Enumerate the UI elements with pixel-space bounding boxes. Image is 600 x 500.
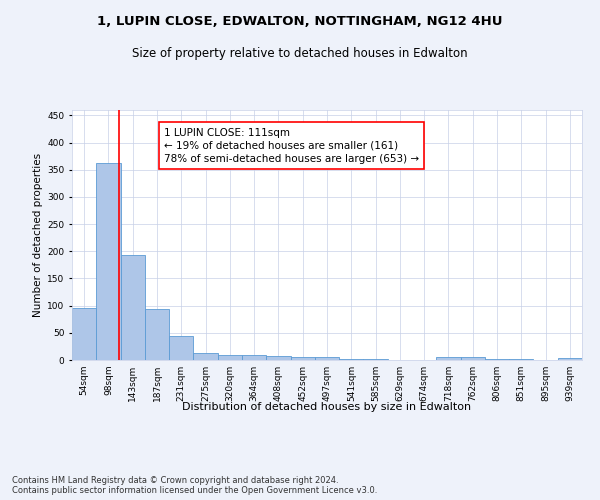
Text: Size of property relative to detached houses in Edwalton: Size of property relative to detached ho… (132, 48, 468, 60)
Bar (266, 356, 290, 360)
Bar (96, 164, 121, 360)
Bar (339, 359, 364, 360)
Bar (193, 353, 218, 360)
Bar (121, 255, 145, 360)
Bar (290, 356, 315, 360)
Y-axis label: Number of detached properties: Number of detached properties (33, 153, 43, 317)
Bar (461, 358, 485, 360)
Text: 1, LUPIN CLOSE, EDWALTON, NOTTINGHAM, NG12 4HU: 1, LUPIN CLOSE, EDWALTON, NOTTINGHAM, NG… (97, 15, 503, 28)
Text: 1 LUPIN CLOSE: 111sqm
← 19% of detached houses are smaller (161)
78% of semi-det: 1 LUPIN CLOSE: 111sqm ← 19% of detached … (164, 128, 419, 164)
Bar (436, 358, 461, 360)
Bar (169, 336, 193, 360)
Bar (315, 358, 339, 360)
Text: Distribution of detached houses by size in Edwalton: Distribution of detached houses by size … (182, 402, 472, 412)
Bar (145, 310, 169, 360)
Bar (242, 354, 266, 360)
Text: Contains HM Land Registry data © Crown copyright and database right 2024.
Contai: Contains HM Land Registry data © Crown c… (12, 476, 377, 495)
Bar (509, 359, 533, 360)
Bar (364, 359, 388, 360)
Bar (558, 358, 582, 360)
Bar (218, 354, 242, 360)
Bar (485, 359, 509, 360)
Bar (72, 308, 96, 360)
